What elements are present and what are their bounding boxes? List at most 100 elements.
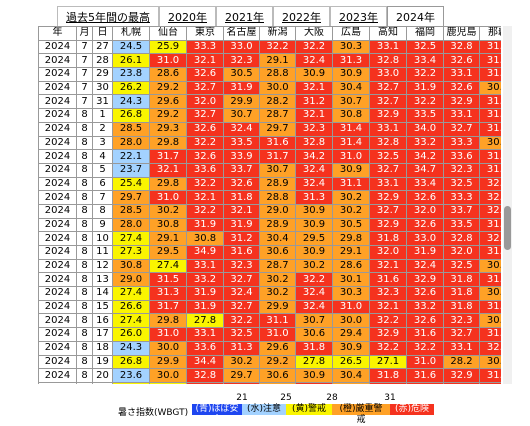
date-cell: 4 [92, 149, 113, 164]
wbgt-cell: 32.6 [443, 53, 480, 69]
wbgt-cell: 30.8 [186, 231, 224, 246]
wbgt-cell: 30.2 [295, 258, 333, 274]
date-cell: 11 [92, 245, 113, 260]
table-row: 2024 8 8 28.5 30.2 32.2 32.1 29.0 30.9 30.2 32.7 32… [38, 203, 501, 219]
year-tab[interactable]: 過去5年間の最高 [57, 6, 159, 26]
year-tab[interactable]: 2021年 [216, 6, 273, 26]
date-cell: 8 [76, 354, 93, 370]
wbgt-cell: 31.6 [223, 245, 260, 260]
wbgt-cell: 31.2 [223, 231, 260, 246]
wbgt-cell: 33.1 [443, 108, 480, 123]
wbgt-cell: 32.6 [443, 80, 480, 96]
wbgt-cell: 32.1 [369, 258, 407, 274]
table-row: 2024 8 15 26.6 31.7 31.9 32.7 29.9 32.4 31.0 32.1 3… [38, 299, 501, 315]
date-cell: 2024 [38, 299, 77, 315]
wbgt-cell: 32.3 [443, 313, 480, 329]
wbgt-cell: 32.4 [406, 258, 444, 274]
wbgt-cell: 30.7 [259, 162, 296, 178]
wbgt-cell: 33.1 [186, 258, 224, 274]
wbgt-cell: 34.4 [186, 354, 224, 370]
wbgt-cell: 30.9 [295, 368, 333, 383]
wbgt-cell: 30.2 [259, 272, 296, 288]
table-row: 2024 7 29 23.8 28.6 32.6 30.5 28.8 30.9 30.9 33.0 3… [38, 67, 501, 82]
date-cell: 2024 [38, 108, 77, 123]
date-cell: 8 [76, 176, 93, 192]
wbgt-cell: 32.9 [443, 368, 480, 383]
wbgt-cell: 31.1 [479, 149, 501, 164]
year-tab[interactable]: 2023年 [330, 6, 387, 26]
date-cell: 2024 [38, 272, 77, 288]
wbgt-cell: 26.1 [112, 53, 150, 69]
wbgt-cell: 22.1 [112, 149, 150, 164]
column-header: 年 [38, 26, 77, 41]
wbgt-cell: 31.7 [259, 149, 296, 164]
wbgt-cell: 32.6 [406, 190, 444, 205]
wbgt-cell: 28.2 [259, 94, 296, 110]
wbgt-cell: 33.1 [369, 176, 407, 192]
wbgt-cell: 30.6 [259, 245, 296, 260]
wbgt-cell: 27.8 [186, 313, 224, 329]
wbgt-cell: 32.0 [186, 94, 224, 110]
wbgt-cell: 26.6 [112, 299, 150, 315]
wbgt-cell: 31.6 [479, 327, 501, 342]
wbgt-cell: 30.4 [259, 231, 296, 246]
wbgt-cell: 29.9 [223, 94, 260, 110]
wbgt-cell: 30.5 [332, 217, 370, 233]
wbgt-cell: 32.9 [369, 190, 407, 205]
wbgt-cell: 33.1 [369, 121, 407, 137]
date-cell: 29 [92, 67, 113, 82]
wbgt-cell: 30.7 [332, 94, 370, 110]
year-tab[interactable]: 2024年 [387, 6, 444, 26]
wbgt-cell: 32.4 [223, 121, 260, 137]
wbgt-cell: 30.9 [479, 286, 501, 301]
wbgt-cell: 30.3 [332, 286, 370, 301]
legend-threshold: 31 [384, 393, 396, 403]
year-tab[interactable]: 2020年 [159, 6, 216, 26]
wbgt-cell: 29.8 [149, 135, 187, 151]
date-cell: 10 [92, 231, 113, 246]
table-row: 2024 8 16 27.4 29.8 27.8 32.2 31.1 30.7 30.0 32.2 3… [38, 313, 501, 329]
wbgt-cell: 27.4 [112, 286, 150, 301]
wbgt-cell: 32.7 [186, 108, 224, 123]
legend-level: (黄)警戒 [286, 404, 332, 415]
wbgt-cell: 31.7 [149, 149, 187, 164]
wbgt-cell: 33.6 [443, 149, 480, 164]
column-header: 広島 [332, 26, 370, 41]
wbgt-cell: 30.8 [112, 258, 150, 274]
wbgt-cell: 32.8 [186, 381, 224, 384]
wbgt-cell: 29.1 [332, 245, 370, 260]
wbgt-cell: 32.7 [369, 162, 407, 178]
wbgt-cell: 30.7 [223, 108, 260, 123]
wbgt-cell: 27.4 [112, 313, 150, 329]
date-cell: 2024 [38, 39, 77, 55]
wbgt-cell: 31.3 [479, 108, 501, 123]
wbgt-cell: 31.0 [332, 299, 370, 315]
scrollbar[interactable] [503, 26, 512, 384]
wbgt-cell: 30.9 [332, 340, 370, 356]
year-tab[interactable]: 2022年 [273, 6, 330, 26]
wbgt-cell: 33.4 [406, 176, 444, 192]
wbgt-cell: 30.0 [332, 313, 370, 329]
wbgt-cell: 28.7 [259, 108, 296, 123]
wbgt-cell: 31.5 [479, 368, 501, 383]
wbgt-cell: 25.4 [112, 176, 150, 192]
wbgt-cell: 31.3 [479, 121, 501, 137]
date-cell: 2024 [38, 94, 77, 110]
column-header: 札幌 [112, 26, 150, 41]
wbgt-cell: 32.5 [223, 327, 260, 342]
date-cell: 2024 [38, 80, 77, 96]
legend-level: (橙)厳重警戒 [332, 404, 390, 425]
wbgt-cell: 26.0 [112, 327, 150, 342]
column-header: 月 [76, 26, 93, 41]
date-cell: 2024 [38, 354, 77, 370]
wbgt-cell: 29.2 [149, 80, 187, 96]
scroll-thumb[interactable] [504, 206, 511, 250]
wbgt-cell: 32.7 [186, 80, 224, 96]
wbgt-cell: 31.2 [295, 94, 333, 110]
wbgt-cell: 32.9 [479, 176, 501, 192]
wbgt-cell: 33.3 [406, 381, 444, 384]
date-cell: 8 [76, 272, 93, 288]
wbgt-cell: 24.3 [112, 340, 150, 356]
date-cell: 8 [92, 203, 113, 219]
wbgt-cell: 32.9 [369, 108, 407, 123]
